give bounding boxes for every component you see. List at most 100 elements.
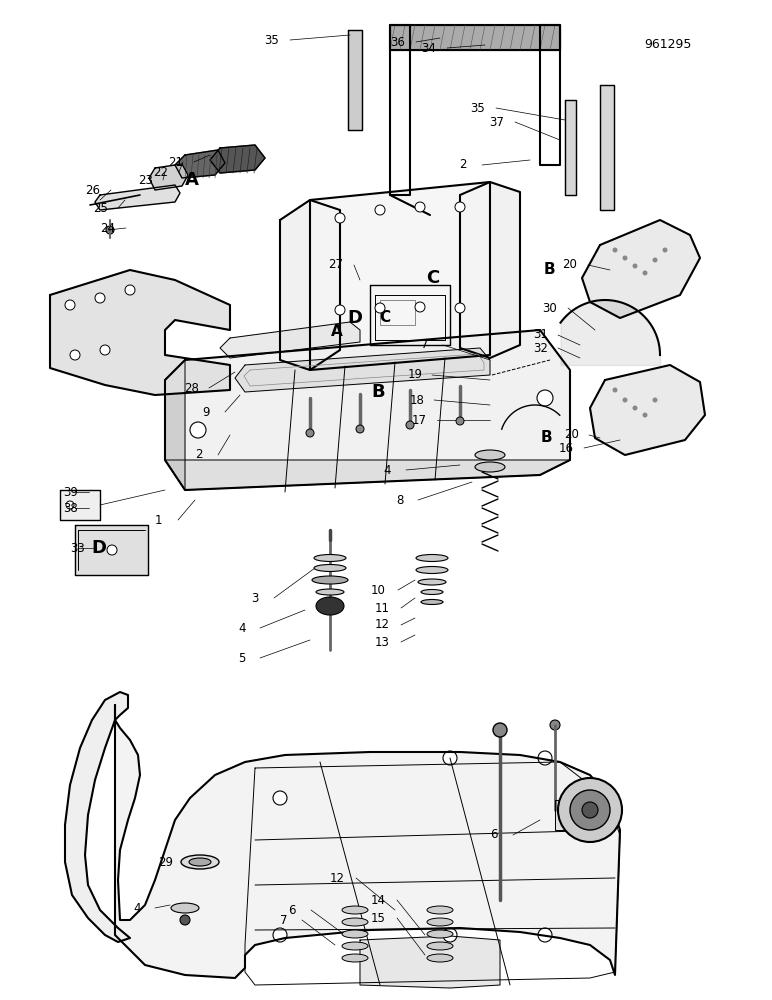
Circle shape: [443, 928, 457, 942]
Text: 26: 26: [85, 184, 100, 196]
Ellipse shape: [342, 954, 368, 962]
Text: 29: 29: [158, 856, 174, 868]
Circle shape: [493, 723, 507, 737]
Ellipse shape: [418, 579, 446, 585]
Polygon shape: [65, 692, 130, 942]
Ellipse shape: [312, 576, 348, 584]
Polygon shape: [60, 490, 100, 520]
Circle shape: [107, 545, 117, 555]
Polygon shape: [235, 348, 490, 392]
Ellipse shape: [475, 462, 505, 472]
Text: 5: 5: [238, 652, 245, 664]
Circle shape: [642, 270, 648, 275]
Polygon shape: [95, 185, 180, 210]
Text: 22: 22: [153, 165, 168, 178]
Text: 34: 34: [421, 41, 436, 54]
Circle shape: [335, 213, 345, 223]
Polygon shape: [210, 145, 265, 173]
Ellipse shape: [342, 942, 368, 950]
Circle shape: [190, 422, 206, 438]
Polygon shape: [310, 182, 490, 370]
Text: 24: 24: [100, 222, 116, 234]
Circle shape: [180, 915, 190, 925]
Polygon shape: [50, 270, 230, 395]
Text: 18: 18: [409, 393, 425, 406]
Text: 21: 21: [168, 155, 184, 168]
Circle shape: [306, 429, 314, 437]
Ellipse shape: [427, 942, 453, 950]
Polygon shape: [582, 220, 700, 318]
Circle shape: [612, 247, 618, 252]
Circle shape: [558, 778, 622, 842]
Text: 2: 2: [195, 448, 203, 462]
Circle shape: [537, 390, 553, 406]
Ellipse shape: [316, 597, 344, 615]
Polygon shape: [565, 100, 576, 195]
Text: B: B: [543, 262, 556, 277]
Text: 35: 35: [469, 102, 485, 114]
Text: 31: 31: [533, 328, 548, 342]
Text: 32: 32: [533, 342, 548, 355]
Text: 7: 7: [279, 914, 287, 926]
Polygon shape: [390, 25, 560, 50]
Polygon shape: [115, 705, 620, 978]
Polygon shape: [149, 164, 188, 190]
Ellipse shape: [342, 930, 368, 938]
Text: 19: 19: [408, 368, 423, 381]
Ellipse shape: [171, 903, 199, 913]
Circle shape: [125, 285, 135, 295]
Text: 17: 17: [411, 414, 427, 426]
Circle shape: [538, 751, 552, 765]
Circle shape: [662, 247, 668, 252]
Circle shape: [622, 255, 628, 260]
Text: 11: 11: [374, 601, 390, 614]
Polygon shape: [348, 30, 362, 130]
Text: 961295: 961295: [644, 38, 692, 51]
Text: 33: 33: [69, 542, 85, 554]
Text: 9: 9: [202, 406, 210, 418]
Ellipse shape: [427, 918, 453, 926]
Circle shape: [415, 202, 425, 212]
Circle shape: [455, 202, 465, 212]
Circle shape: [612, 387, 618, 392]
Circle shape: [273, 791, 287, 805]
Ellipse shape: [189, 858, 211, 866]
Polygon shape: [220, 322, 360, 358]
Polygon shape: [360, 936, 500, 988]
Ellipse shape: [181, 855, 219, 869]
Text: 25: 25: [93, 202, 108, 215]
Text: D: D: [347, 309, 363, 327]
Text: 27: 27: [328, 258, 344, 271]
Text: A: A: [330, 324, 343, 340]
Circle shape: [356, 425, 364, 433]
Polygon shape: [460, 182, 520, 358]
Text: 4: 4: [133, 902, 141, 914]
Circle shape: [582, 802, 598, 818]
Text: 2: 2: [459, 158, 467, 172]
Text: 16: 16: [558, 442, 574, 454]
Circle shape: [642, 412, 648, 418]
Ellipse shape: [421, 589, 443, 594]
Text: 35: 35: [264, 33, 279, 46]
Text: 6: 6: [490, 828, 498, 842]
Text: 37: 37: [489, 115, 504, 128]
Text: 8: 8: [396, 493, 404, 506]
Text: 4: 4: [238, 621, 245, 635]
Ellipse shape: [314, 554, 346, 562]
Circle shape: [652, 397, 658, 402]
Circle shape: [66, 501, 74, 509]
Text: 39: 39: [63, 486, 79, 498]
Text: 15: 15: [371, 912, 386, 924]
Text: D: D: [91, 539, 107, 557]
Text: 12: 12: [330, 871, 345, 884]
Polygon shape: [555, 800, 585, 830]
Text: 28: 28: [184, 381, 199, 394]
Circle shape: [632, 263, 638, 268]
Text: 20: 20: [562, 258, 577, 271]
Text: C: C: [379, 310, 390, 326]
Text: 13: 13: [374, 636, 390, 648]
Circle shape: [65, 300, 75, 310]
Text: 10: 10: [371, 584, 386, 596]
Text: 30: 30: [542, 302, 557, 314]
Text: 1: 1: [154, 514, 162, 526]
